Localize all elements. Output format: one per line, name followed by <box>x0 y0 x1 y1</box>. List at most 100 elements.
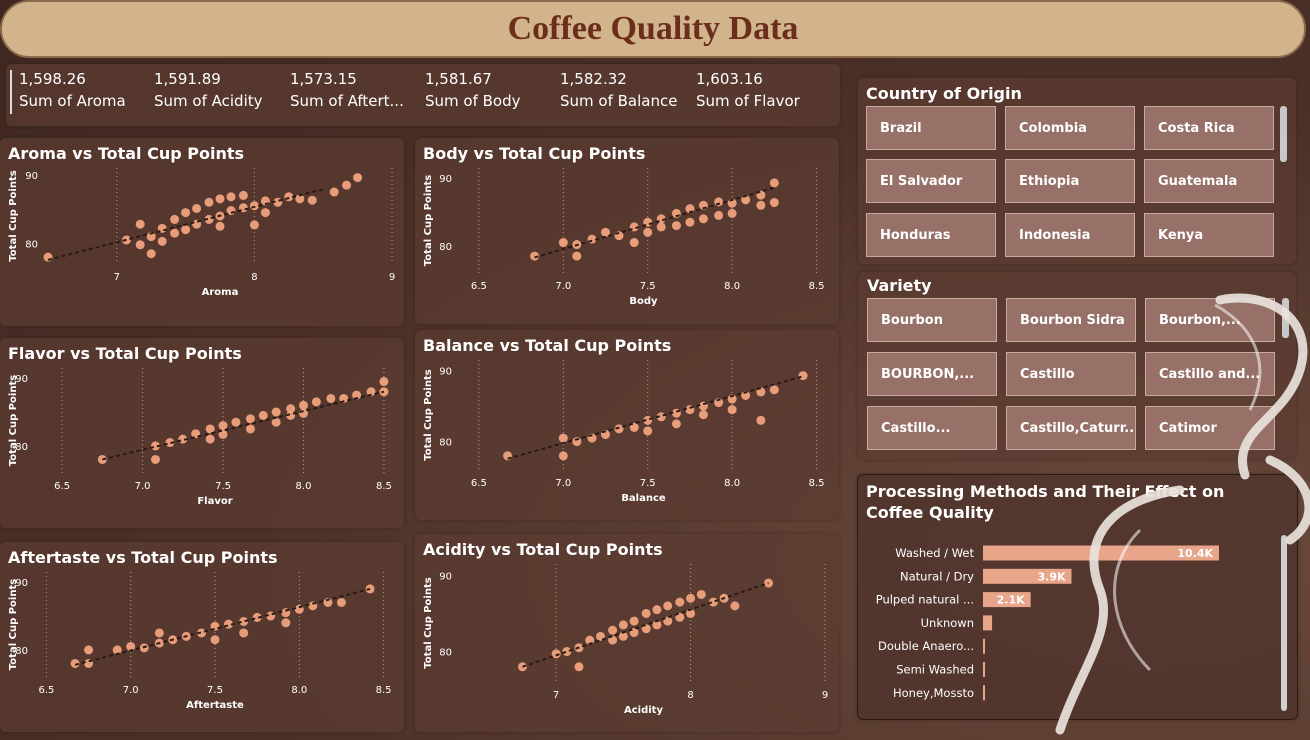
scatter-point <box>608 625 618 635</box>
scatter-point <box>342 180 352 190</box>
x-tick-label: 7.5 <box>215 481 231 492</box>
balance-chart-panel: Balance vs Total Cup Points 6.5 7.0 7.5 8.0… <box>415 330 839 520</box>
scatter-point <box>165 438 175 448</box>
flavor-scatter-plot[interactable]: 6.5 7.0 7.5 8.0 8.5 80 90 Flavor Total Cup Point… <box>0 338 404 528</box>
country-tile-ethiopia[interactable]: Ethiopia <box>1005 159 1135 203</box>
acidity-scatter-plot[interactable]: 7 8 9 80 90 Acidity Total Cup Points <box>415 534 839 732</box>
x-tick-label: 8 <box>251 272 257 283</box>
scatter-point <box>366 387 376 397</box>
variety-tile-bourbon[interactable]: Bourbon <box>867 298 997 342</box>
variety-tile-bourbon-2[interactable]: Bourbon,... <box>1145 298 1275 342</box>
slicer-title: Variety <box>867 276 932 295</box>
scatter-point <box>299 400 308 410</box>
kpi-label: Sum of Balance <box>560 92 678 110</box>
aftertaste-scatter-plot[interactable]: 6.5 7.0 7.5 8.0 8.5 80 90 Aftertaste Total Cup P… <box>0 542 404 732</box>
country-tile-kenya[interactable]: Kenya <box>1144 213 1274 257</box>
country-tile-brazil[interactable]: Brazil <box>866 106 996 150</box>
variety-tile-castillo-and[interactable]: Castillo and... <box>1145 352 1275 396</box>
bar-data-label: 2.1K <box>997 594 1025 607</box>
scatter-point <box>614 424 624 434</box>
slicer-title: Country of Origin <box>866 84 1022 103</box>
processing-chart-scrollbar[interactable] <box>1281 535 1287 711</box>
scatter-point <box>686 593 696 603</box>
x-tick-label: 7.5 <box>207 685 223 696</box>
scatter-point <box>192 203 202 213</box>
chart-title: Balance vs Total Cup Points <box>423 336 672 355</box>
scatter-point <box>150 454 160 464</box>
y-tick-label: 90 <box>439 367 452 378</box>
y-tick-label: 90 <box>15 578 28 589</box>
variety-tile-bourbon-3[interactable]: BOURBON,... <box>867 352 997 396</box>
y-tick-label: 80 <box>439 438 452 449</box>
kpi-value: 1,603.16 <box>696 70 763 88</box>
scatter-point <box>204 197 214 207</box>
chart-title: Acidity vs Total Cup Points <box>423 540 663 559</box>
scatter-point <box>43 252 53 262</box>
body-scatter-plot[interactable]: 6.5 7.0 7.5 8.0 8.5 80 90 Body Total Cup Points <box>415 138 839 324</box>
scatter-point <box>652 620 662 630</box>
scatter-point <box>671 221 681 231</box>
scatter-point <box>271 417 281 427</box>
scatter-point <box>210 635 220 645</box>
country-tile-costa-rica[interactable]: Costa Rica <box>1144 106 1274 150</box>
bar <box>983 662 985 677</box>
variety-tile-castillo[interactable]: Castillo <box>1006 352 1136 396</box>
variety-tile-bourbon-sidra[interactable]: Bourbon Sidra <box>1006 298 1136 342</box>
scatter-point <box>135 219 145 229</box>
country-tile-el-salvador[interactable]: El Salvador <box>866 159 996 203</box>
scatter-point <box>572 251 582 261</box>
scatter-point <box>558 238 568 248</box>
bar <box>983 638 985 654</box>
country-tile-indonesia[interactable]: Indonesia <box>1005 213 1135 257</box>
y-axis-title: Total Cup Points <box>423 369 434 460</box>
kpi-value: 1,573.15 <box>290 70 357 88</box>
y-tick-label: 80 <box>15 646 28 657</box>
scatter-point <box>307 195 317 205</box>
bar-data-label: 10.4K <box>1177 547 1213 560</box>
kpi-divider <box>10 70 12 114</box>
variety-tile-castillo-2[interactable]: Castillo... <box>867 406 997 450</box>
balance-scatter-plot[interactable]: 6.5 7.0 7.5 8.0 8.5 80 90 Balance Total Cup Poin… <box>415 330 839 520</box>
kpi-label: Sum of Aroma <box>19 92 126 110</box>
scatter-point <box>226 192 236 202</box>
chart-title: Body vs Total Cup Points <box>423 144 646 163</box>
kpi-card-body: 1,581.67 Sum of Body <box>425 70 555 110</box>
variety-tile-catimor[interactable]: Catimor <box>1145 406 1275 450</box>
bar <box>983 615 993 631</box>
country-slicer-scrollbar[interactable] <box>1280 106 1287 162</box>
scatter-point <box>205 424 215 434</box>
scatter-point <box>205 434 215 444</box>
scatter-point <box>70 658 80 668</box>
flavor-chart-panel: Flavor vs Total Cup Points 6.5 7.0 7.5 8.0 8… <box>0 338 404 528</box>
x-tick-label: 7 <box>114 272 120 283</box>
x-tick-label: 9 <box>822 690 828 701</box>
variety-tile-castillo-caturra[interactable]: Castillo,Caturr... <box>1006 406 1136 450</box>
kpi-label: Sum of Flavor <box>696 92 800 110</box>
scatter-point <box>146 232 156 242</box>
country-tile-honduras[interactable]: Honduras <box>866 213 996 257</box>
scatter-point <box>714 197 724 207</box>
x-axis-title: Body <box>629 296 658 307</box>
x-axis-title: Balance <box>621 493 666 504</box>
trend-line <box>47 188 324 261</box>
processing-methods-bar-chart[interactable]: Washed / Wet 10.4K Natural / Dry 3.9K Pulped… <box>858 475 1299 721</box>
scatter-point <box>574 662 584 672</box>
scatter-point <box>231 417 241 427</box>
scatter-point <box>769 178 779 188</box>
country-tile-guatemala[interactable]: Guatemala <box>1144 159 1274 203</box>
scatter-point <box>618 620 628 630</box>
scatter-point <box>245 414 255 424</box>
scatter-point <box>629 238 639 248</box>
scatter-point <box>326 393 336 403</box>
scatter-point <box>181 208 191 218</box>
country-tile-colombia[interactable]: Colombia <box>1005 106 1135 150</box>
variety-slicer-scrollbar[interactable] <box>1282 298 1289 338</box>
scatter-point <box>218 429 228 439</box>
scatter-point <box>271 407 281 417</box>
scatter-point <box>671 419 681 429</box>
aroma-scatter-plot[interactable]: 7 8 9 80 90 Aroma Total Cup Points <box>0 138 404 326</box>
scatter-point <box>730 601 740 611</box>
scatter-point <box>601 227 611 237</box>
scatter-point <box>741 390 751 400</box>
scatter-point <box>239 616 249 626</box>
